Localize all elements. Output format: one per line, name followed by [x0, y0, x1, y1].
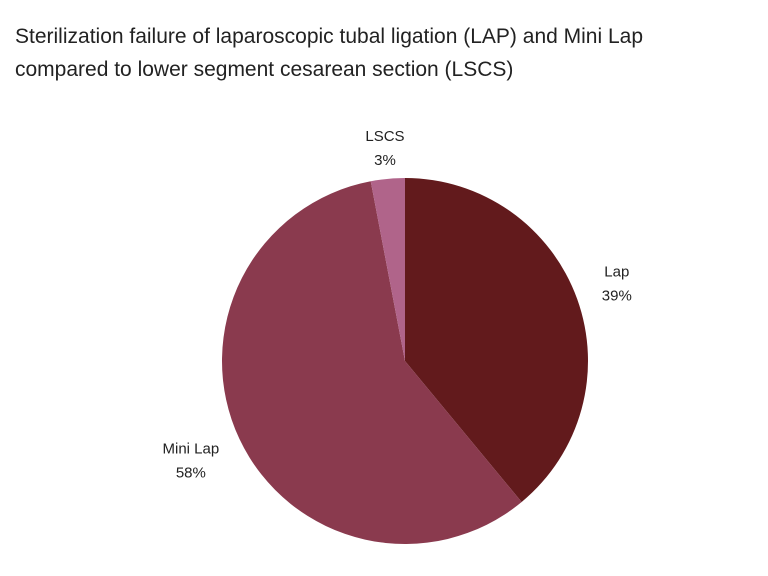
slice-label: Lap	[604, 264, 629, 281]
slice-value-label: 3%	[374, 152, 396, 169]
pie-slice	[370, 178, 405, 361]
slice-value-label: 39%	[602, 288, 632, 305]
chart-title: Sterilization failure of laparoscopic tu…	[15, 25, 644, 81]
slice-label: Mini Lap	[163, 441, 220, 458]
pie-slice	[221, 181, 522, 544]
pie-slice	[405, 178, 588, 503]
slice-label: LSCS	[365, 128, 404, 145]
slice-value-label: 58%	[176, 465, 206, 482]
